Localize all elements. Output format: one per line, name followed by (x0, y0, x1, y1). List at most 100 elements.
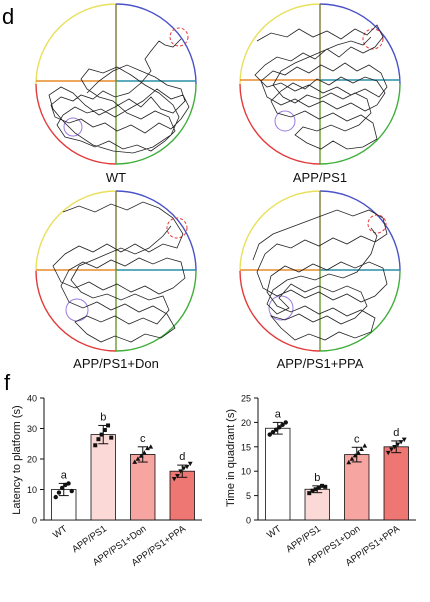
maze-arc-bottom-right (115, 83, 197, 165)
maze-arc-bottom-left (239, 83, 321, 165)
data-point (362, 443, 368, 448)
data-point (283, 420, 288, 425)
data-point (141, 450, 147, 455)
maze-arc-top-right (319, 190, 401, 272)
data-point (59, 485, 65, 491)
bar (383, 446, 409, 521)
swim-path (48, 38, 190, 154)
bar (344, 454, 370, 521)
target-platform-circle (166, 217, 188, 239)
maze-label-app-ps1: APP/PS1 (292, 170, 348, 185)
y-axis-label: Latency to platform (s) (11, 405, 23, 514)
data-point (145, 445, 150, 451)
data-point (187, 461, 193, 467)
data-point (398, 440, 404, 445)
data-point (323, 484, 328, 489)
significance-letter: a (61, 469, 68, 481)
maze-label-app-ps1-don: APP/PS1+Don (73, 356, 159, 371)
data-point (277, 425, 282, 430)
data-point (310, 488, 315, 493)
maze-arc-top-left (35, 190, 117, 272)
target-platform-circle (367, 214, 387, 234)
data-point (392, 445, 398, 450)
significance-letter: c (354, 433, 360, 445)
maze-arc-bottom-right (319, 83, 401, 165)
significance-letter: d (179, 451, 185, 463)
panel-letter-f: f (4, 370, 11, 395)
y-tick-label: 10 (241, 467, 251, 477)
data-point (99, 432, 104, 437)
significance-letter: d (393, 427, 399, 439)
maze-arc-bottom-left (35, 270, 117, 352)
y-tick-label: 0 (246, 516, 251, 526)
data-point (178, 469, 184, 474)
data-point (280, 422, 285, 428)
data-point (320, 483, 325, 488)
data-point (349, 456, 355, 461)
plot-area: 0510152025aWTbAPP/PS1cAPP/PS1+DondAPP/PS… (241, 394, 416, 569)
data-point (385, 450, 391, 456)
y-tick-label: 25 (241, 394, 251, 404)
data-point (181, 466, 187, 471)
y-tick-label: 30 (27, 424, 37, 434)
data-point (69, 488, 74, 494)
y-tick-label: 15 (241, 442, 251, 452)
maze-app-ps1 (239, 3, 401, 165)
maze-arc-bottom-right (115, 270, 197, 352)
data-point (346, 459, 352, 465)
start-platform-circle (63, 117, 83, 137)
data-point (313, 487, 318, 492)
maze-wt (35, 3, 197, 165)
start-platform-circle (274, 110, 296, 132)
y-tick-label: 20 (27, 455, 37, 465)
data-point (184, 464, 190, 470)
y-tick-label: 0 (32, 516, 37, 526)
data-point (307, 491, 312, 496)
plot-area: 010203040aWTbAPP/PS1cAPP/PS1+DondAPP/PS1… (27, 394, 202, 569)
maze-arc-top-right (319, 3, 401, 85)
bar (130, 454, 156, 521)
bar (265, 427, 291, 521)
maze-arc-bottom-right (319, 270, 401, 352)
maze-arc-top-right (115, 3, 197, 85)
swim-path (254, 24, 388, 150)
significance-letter: b (314, 472, 320, 484)
x-tick-label: WT (51, 523, 70, 541)
data-point (96, 437, 101, 442)
significance-letter: b (100, 411, 106, 423)
y-tick-label: 40 (27, 394, 37, 404)
x-tick-label: WT (265, 523, 284, 541)
data-point (135, 456, 141, 461)
data-point (171, 477, 177, 482)
data-point (66, 481, 71, 486)
data-point (175, 473, 180, 479)
y-tick-label: 10 (27, 485, 37, 495)
maze-arc-bottom-left (239, 270, 321, 352)
y-tick-label: 5 (246, 491, 251, 501)
data-point (102, 428, 107, 433)
data-point (359, 446, 364, 452)
significance-letter: a (275, 408, 282, 420)
maze-arc-bottom-left (35, 83, 117, 165)
data-point (270, 429, 276, 435)
data-point (267, 432, 272, 437)
y-tick-label: 20 (241, 418, 251, 428)
maze-arc-top-left (239, 3, 321, 85)
significance-letter: c (140, 433, 146, 445)
data-point (352, 452, 358, 458)
data-point (273, 427, 279, 432)
panel-letter-d: d (2, 4, 15, 29)
maze-label-app-ps1-ppa: APP/PS1+PPA (276, 356, 364, 371)
data-point (401, 437, 407, 443)
maze-app-ps1-ppa (239, 190, 401, 352)
chart-latency-to-platform: Latency to platform (s) 010203040aWTbAPP… (11, 394, 202, 569)
data-point (53, 494, 58, 500)
y-axis-label: Time in quadrant (s) (225, 409, 237, 507)
maze-arc-top-left (239, 190, 321, 272)
swim-path (252, 209, 388, 341)
data-point (56, 490, 62, 495)
swim-path (52, 201, 186, 343)
data-point (148, 444, 154, 449)
target-platform-circle (169, 27, 189, 47)
data-point (316, 485, 321, 490)
